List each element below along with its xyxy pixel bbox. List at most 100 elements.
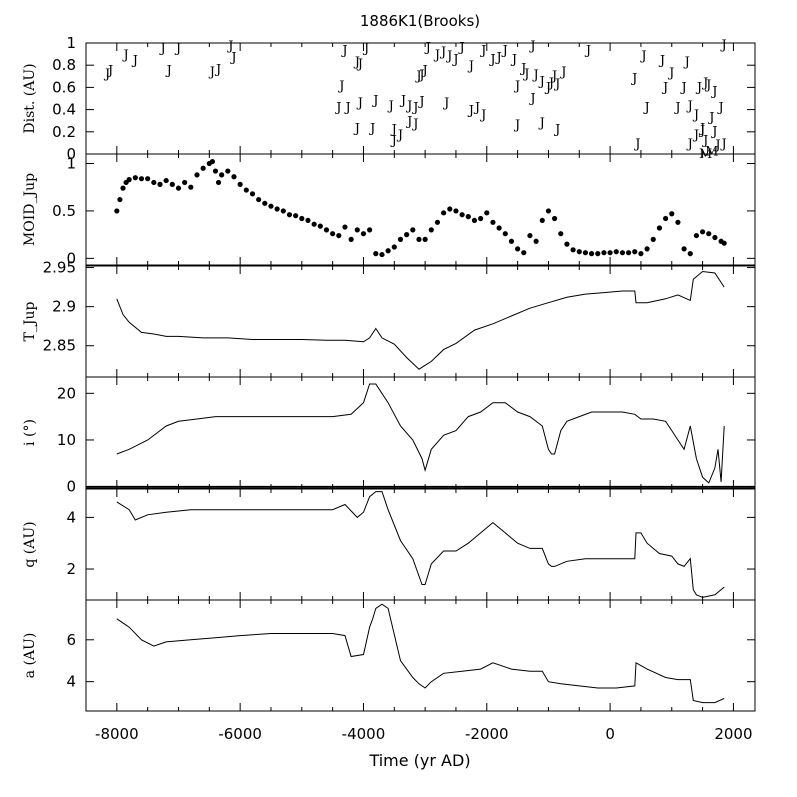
x-tick-label: -6000	[218, 725, 262, 743]
encounter-marker-j: J	[658, 54, 665, 69]
encounter-marker-j: J	[710, 125, 717, 140]
encounter-marker-j: J	[229, 50, 236, 65]
data-point	[428, 227, 434, 233]
encounter-marker-j: J	[433, 48, 440, 63]
y-tick-label: 2.85	[43, 337, 76, 355]
encounter-marker-j: J	[701, 76, 708, 91]
data-point	[249, 191, 256, 197]
encounter-marker-j: J	[356, 57, 363, 72]
encounter-marker-j: J	[405, 115, 412, 130]
encounter-marker-j: J	[710, 85, 717, 100]
data-point	[416, 236, 422, 242]
data-point	[397, 236, 404, 242]
data-point	[305, 217, 311, 224]
encounter-marker-j: J	[458, 40, 465, 55]
encounter-marker-j: J	[421, 64, 428, 79]
data-point	[681, 246, 687, 252]
encounter-marker-j: J	[673, 100, 680, 115]
panel-a: 4 6 a (AU)	[22, 599, 756, 712]
data-point	[453, 208, 459, 214]
panel-tjup: 2.85 2.9 2.95 T_Jup	[22, 259, 756, 378]
encounter-marker-j: J	[362, 41, 369, 56]
encounter-marker-j: J	[553, 77, 560, 92]
data-point	[169, 181, 175, 187]
encounter-marker-j: J	[630, 71, 637, 86]
encounter-marker-j: J	[686, 137, 693, 152]
data-point	[484, 210, 490, 216]
data-point	[293, 213, 299, 219]
encounter-marker-j: J	[501, 44, 508, 59]
y-tick-label: 0.5	[52, 202, 76, 220]
encounter-marker-j: J	[390, 134, 397, 149]
data-point	[132, 175, 138, 181]
encounter-marker-j: J	[479, 108, 486, 123]
data-point	[231, 174, 237, 180]
data-point	[373, 251, 379, 257]
y-tick-label: 1	[66, 34, 76, 52]
data-point	[323, 227, 330, 233]
data-point	[490, 219, 496, 225]
data-point	[157, 181, 163, 187]
data-point	[434, 219, 441, 225]
data-point	[209, 158, 216, 165]
data-point	[274, 206, 280, 212]
y-tick-label: 20	[57, 384, 76, 402]
encounter-marker-j: J	[387, 99, 394, 114]
x-tick-label: 0	[605, 725, 615, 743]
data-point	[317, 223, 323, 229]
panel-frame	[85, 488, 756, 601]
encounter-marker-j: J	[417, 95, 424, 110]
encounter-marker-j: J	[550, 69, 557, 84]
encounter-marker-j: J	[479, 44, 486, 59]
encounter-marker-j: J	[473, 100, 480, 115]
y-tick-label: 0	[66, 478, 76, 496]
data-point	[219, 172, 225, 178]
data-point	[515, 246, 521, 252]
encounter-marker-j: J	[633, 137, 640, 152]
encounter-marker-j: J	[368, 121, 375, 136]
encounter-marker-j: J	[661, 80, 668, 95]
encounter-marker-j: J	[442, 96, 449, 111]
encounter-marker-j: J	[158, 41, 165, 56]
data-point	[354, 227, 360, 233]
encounter-marker-j: J	[513, 118, 520, 133]
data-point	[145, 176, 151, 182]
y-tick-label: 6	[66, 631, 76, 649]
encounter-marker-j: J	[547, 76, 554, 91]
encounter-marker-j: J	[720, 38, 727, 53]
y-tick-label: 1	[66, 154, 76, 172]
data-point	[286, 212, 293, 218]
x-tick-label: -4000	[342, 725, 386, 743]
y-tick-label: 0.6	[52, 78, 76, 96]
encounter-marker-j: J	[451, 53, 458, 68]
data-point	[391, 244, 397, 250]
y-axis-label: T_Jup	[22, 302, 38, 342]
encounter-marker-j: J	[639, 49, 646, 64]
encounter-marker-j: J	[417, 68, 424, 83]
data-point	[632, 249, 638, 255]
series-line	[116, 270, 725, 370]
encounter-marker-j: J	[411, 117, 418, 132]
encounter-marker-j: J	[439, 45, 446, 60]
panel-frame	[85, 599, 756, 712]
data-point	[225, 168, 231, 174]
y-tick-label: 0.4	[52, 101, 76, 119]
chart-title: 1886K1(Brooks)	[360, 12, 480, 30]
data-point	[237, 181, 243, 187]
encounter-marker-j: J	[106, 64, 113, 79]
data-point	[478, 215, 484, 222]
data-point	[215, 179, 222, 186]
data-point	[126, 177, 132, 183]
encounter-marker-j: J	[707, 110, 714, 125]
encounter-marker-j: J	[686, 99, 693, 114]
y-axis-label: a (AU)	[22, 633, 38, 679]
y-tick-label: 0	[66, 249, 76, 267]
data-point	[465, 214, 471, 220]
encounter-marker-m: M	[705, 145, 718, 160]
encounter-marker-j: J	[214, 63, 221, 78]
encounter-marker-j: J	[528, 91, 535, 106]
data-point	[422, 236, 428, 242]
data-point	[613, 249, 619, 255]
